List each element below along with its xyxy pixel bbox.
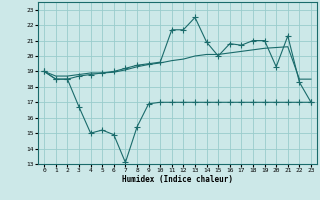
X-axis label: Humidex (Indice chaleur): Humidex (Indice chaleur) bbox=[122, 175, 233, 184]
